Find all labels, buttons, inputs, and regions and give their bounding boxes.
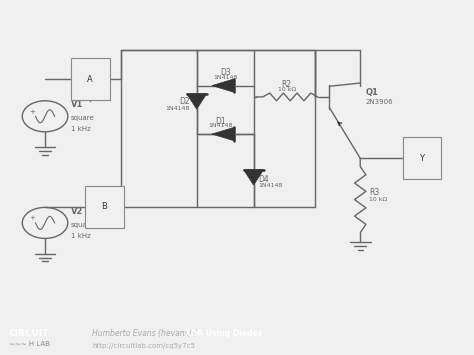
- Text: 1 kHz: 1 kHz: [71, 126, 91, 132]
- Text: D4: D4: [258, 175, 269, 184]
- Text: 10 kΩ: 10 kΩ: [369, 197, 387, 202]
- Text: D3: D3: [220, 68, 230, 77]
- Text: R2: R2: [282, 80, 292, 89]
- Text: V1: V1: [71, 100, 83, 109]
- Text: Humberto Evans (hevans) /: Humberto Evans (hevans) /: [92, 329, 200, 338]
- Text: +: +: [29, 109, 36, 115]
- Text: 1N4148: 1N4148: [258, 183, 283, 188]
- Text: Y: Y: [419, 154, 424, 163]
- Polygon shape: [212, 79, 235, 92]
- Text: 1 kHz: 1 kHz: [71, 233, 91, 239]
- Text: V2: V2: [71, 207, 83, 216]
- Polygon shape: [244, 170, 264, 185]
- Text: A: A: [87, 75, 93, 84]
- Text: D2: D2: [179, 97, 190, 106]
- Text: ∼∼∼ H LAB: ∼∼∼ H LAB: [9, 341, 49, 347]
- Text: XOR Using Diodes: XOR Using Diodes: [185, 329, 262, 338]
- Text: http://circuitlab.com/cq5y7c5: http://circuitlab.com/cq5y7c5: [92, 343, 195, 349]
- Text: 10 kΩ: 10 kΩ: [278, 87, 296, 92]
- Polygon shape: [212, 127, 235, 141]
- Text: B: B: [101, 202, 107, 211]
- Text: 1N4148: 1N4148: [208, 124, 233, 129]
- Text: 2N3906: 2N3906: [366, 99, 393, 105]
- Polygon shape: [187, 94, 207, 109]
- Text: Q1: Q1: [366, 88, 379, 97]
- Text: 1N4148: 1N4148: [165, 106, 190, 111]
- Text: +: +: [29, 215, 36, 221]
- Text: D1: D1: [215, 117, 226, 126]
- Text: R3: R3: [369, 188, 379, 197]
- Text: square: square: [71, 115, 95, 121]
- Text: CIRCUIT: CIRCUIT: [9, 329, 49, 338]
- Text: 1N4148: 1N4148: [213, 75, 237, 80]
- Text: square: square: [71, 222, 95, 228]
